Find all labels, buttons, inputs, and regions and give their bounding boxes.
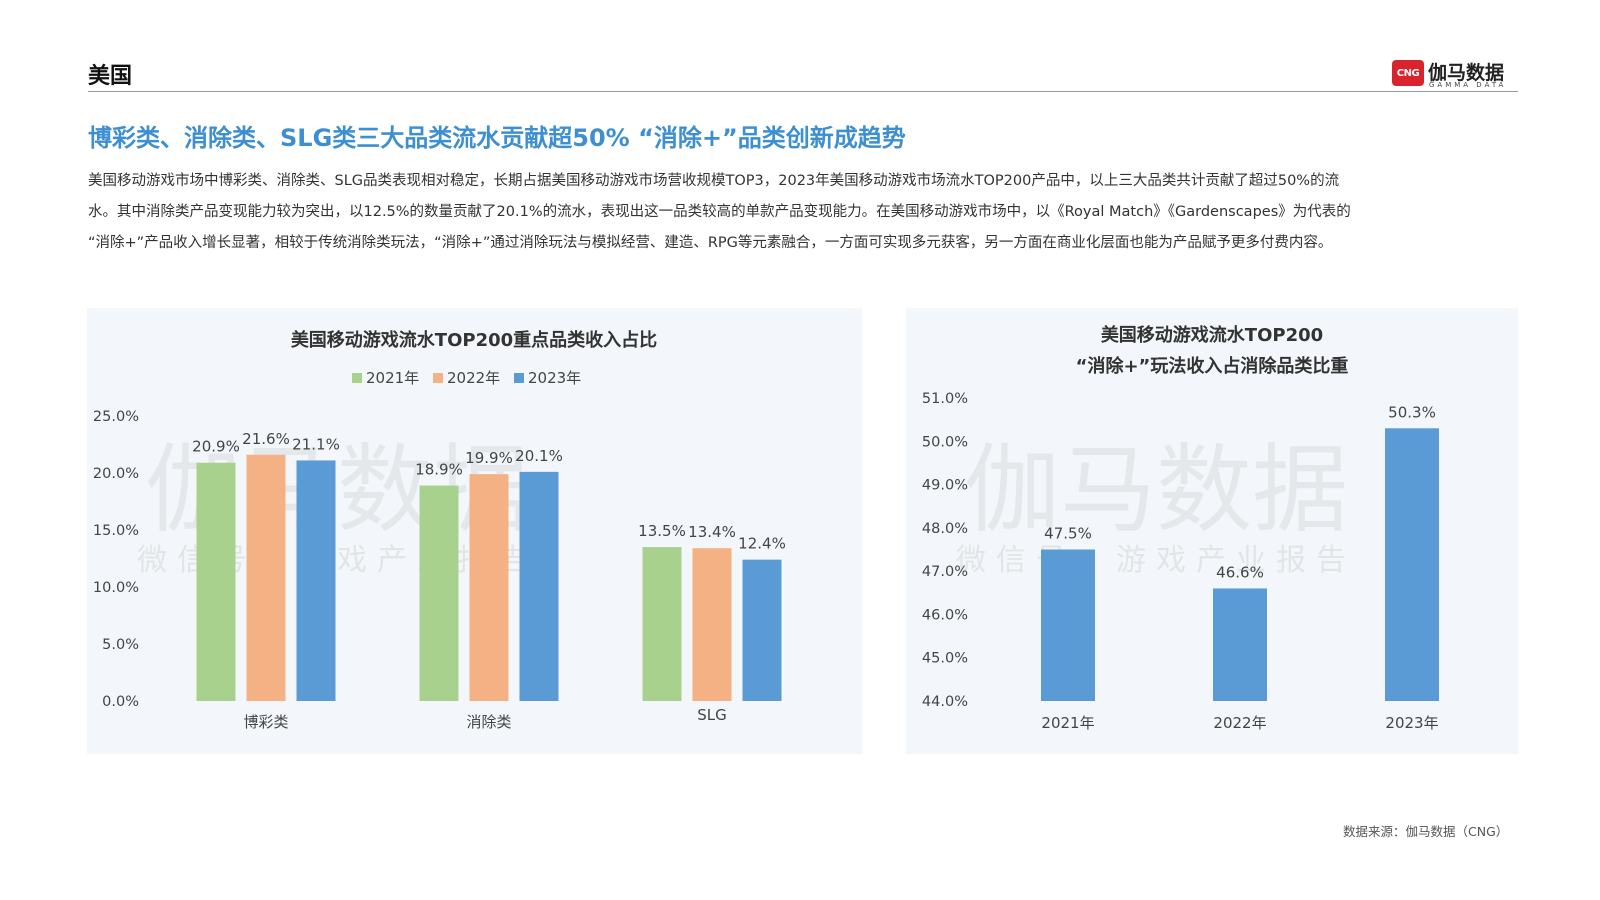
bar-2022年-SLG xyxy=(692,548,732,701)
data-label: 13.5% xyxy=(638,522,686,540)
bar-2022年 xyxy=(1213,588,1267,701)
brand-subtitle: GAMMA DATA xyxy=(1429,81,1507,89)
watermark-subtext: 微信号：游戏产业报告 xyxy=(956,543,1356,578)
data-label: 21.1% xyxy=(292,435,340,453)
legend-swatch-2022年 xyxy=(433,373,443,383)
brand: CNG 伽马数据 GAMMA DATA xyxy=(1392,56,1522,92)
body-paragraph: 美国移动游戏市场中博彩类、消除类、SLG品类表现相对稳定，长期占据美国移动游戏市… xyxy=(88,166,1538,259)
data-label: 20.1% xyxy=(515,447,563,465)
headline: 博彩类、消除类、SLG类三大品类流水贡献超50% “消除+”品类创新成趋势 xyxy=(88,124,906,152)
brand-logo: CNG xyxy=(1392,60,1424,86)
chart-title-line-2: “消除+”玩法收入占消除品类比重 xyxy=(1076,355,1349,377)
chart-title: 美国移动游戏流水TOP200重点品类收入占比 xyxy=(291,329,657,351)
watermark-text: 伽马数据 xyxy=(964,434,1348,546)
y-tick-label: 10.0% xyxy=(93,580,139,596)
data-label: 21.6% xyxy=(242,430,290,448)
category-share-chart: 伽马数据微信号：游戏产业报告美国移动游戏流水TOP200重点品类收入占比2021… xyxy=(93,329,786,731)
y-tick-label: 50.0% xyxy=(922,434,968,450)
category-share-chart-panel: 伽马数据 微信号：游戏产业报告 美国移动游戏流水TOP200重点品类收入占比 2021… xyxy=(87,308,862,754)
legend-label: 2023年 xyxy=(528,369,581,387)
x-category-label: 博彩类 xyxy=(243,713,288,731)
x-category-label: SLG xyxy=(697,706,727,724)
bar-2023年-SLG xyxy=(742,559,782,701)
body-line-3: “消除+”产品收入增长显著，相较于传统消除类玩法，“消除+”通过消除玩法与模拟经… xyxy=(88,235,1333,251)
bar-2023年 xyxy=(1385,428,1439,701)
y-tick-label: 25.0% xyxy=(93,409,139,425)
brand-name: 伽马数据 xyxy=(1428,62,1505,84)
legend-swatch-2021年 xyxy=(352,373,362,383)
y-tick-label: 5.0% xyxy=(102,637,139,653)
bar-2022年-博彩类 xyxy=(246,454,286,701)
x-category-label: 消除类 xyxy=(466,713,511,731)
y-tick-label: 45.0% xyxy=(922,651,968,667)
body-line-2: 水。其中消除类产品变现能力较为突出，以12.5%的数量贡献了20.1%的流水，表… xyxy=(88,204,1351,220)
x-category-label: 2021年 xyxy=(1041,714,1094,732)
x-category-label: 2023年 xyxy=(1385,714,1438,732)
y-tick-label: 49.0% xyxy=(922,478,968,494)
data-label: 46.6% xyxy=(1216,563,1264,581)
legend-label: 2021年 xyxy=(366,369,419,387)
y-tick-label: 48.0% xyxy=(922,521,968,537)
header-divider xyxy=(88,91,1518,92)
x-category-label: 2022年 xyxy=(1213,714,1266,732)
body-line-1: 美国移动游戏市场中博彩类、消除类、SLG品类表现相对稳定，长期占据美国移动游戏市… xyxy=(88,173,1340,189)
y-tick-label: 0.0% xyxy=(102,694,139,710)
y-tick-label: 44.0% xyxy=(922,694,968,710)
bar-2023年-博彩类 xyxy=(296,460,336,701)
legend-swatch-2023年 xyxy=(514,373,524,383)
y-tick-label: 51.0% xyxy=(922,391,968,407)
bar-2021年-SLG xyxy=(642,547,682,701)
data-label: 47.5% xyxy=(1044,525,1092,543)
bar-2023年-消除类 xyxy=(519,471,559,701)
data-source-note: 数据来源：伽马数据（CNG） xyxy=(1343,824,1509,839)
data-label: 20.9% xyxy=(192,438,240,456)
y-tick-label: 20.0% xyxy=(93,466,139,482)
chart-title-line-1: 美国移动游戏流水TOP200 xyxy=(1101,324,1323,346)
legend-label: 2022年 xyxy=(447,369,500,387)
bar-2021年-消除类 xyxy=(419,485,459,701)
bar-2021年-博彩类 xyxy=(196,462,236,701)
bar-2022年-消除类 xyxy=(469,474,509,701)
match-plus-share-chart-panel: 伽马数据 微信号：游戏产业报告 美国移动游戏流水TOP200 “消除+”玩法收入占消除… xyxy=(906,308,1518,754)
y-tick-label: 46.0% xyxy=(922,607,968,623)
page-title: 美国 xyxy=(88,64,133,89)
y-tick-label: 15.0% xyxy=(93,523,139,539)
y-tick-label: 47.0% xyxy=(922,564,968,580)
data-label: 18.9% xyxy=(415,461,463,479)
data-label: 50.3% xyxy=(1388,403,1436,421)
data-label: 13.4% xyxy=(688,523,736,541)
data-label: 12.4% xyxy=(738,535,786,553)
bar-2021年 xyxy=(1041,549,1095,701)
data-label: 19.9% xyxy=(465,449,513,467)
